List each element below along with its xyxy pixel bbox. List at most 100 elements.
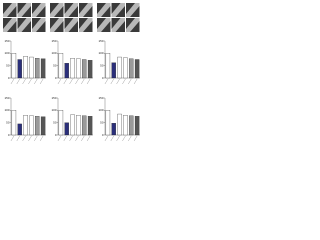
y-tick-label: 50 xyxy=(100,120,104,124)
bar xyxy=(76,58,81,79)
y-tick-label: 150 xyxy=(98,39,103,43)
x-tick-label-stub xyxy=(116,78,120,85)
scratch-band xyxy=(97,3,111,17)
scratch-band xyxy=(17,3,31,17)
image-panel xyxy=(97,3,140,32)
figure: 0 50 100 150 0 50 100 150 0 50 100 150 0 50 100 150 0 50 1… xyxy=(3,3,140,142)
bar xyxy=(11,110,17,136)
x-tick-label-stub xyxy=(104,78,109,85)
y-tick-label: 150 xyxy=(4,96,9,100)
scratch-band xyxy=(126,3,140,17)
x-tick-label-stub xyxy=(116,135,120,142)
y-tick-label: 100 xyxy=(98,51,103,55)
scratch-band xyxy=(111,3,125,17)
scratch-band xyxy=(32,18,46,32)
x-tick-label-stub xyxy=(34,135,38,142)
bar xyxy=(134,59,140,79)
x-tick-label-stub xyxy=(69,135,73,142)
scratch-band xyxy=(79,3,93,17)
x-tick-label-stub xyxy=(28,135,32,142)
y-tick-label: 0 xyxy=(55,133,57,137)
x-tick-label-stub xyxy=(104,135,109,142)
scratch-band xyxy=(111,18,125,32)
bar xyxy=(17,59,22,79)
bar xyxy=(17,123,22,136)
image-panel xyxy=(50,3,93,32)
scratch-band xyxy=(50,3,64,17)
y-tick-label: 50 xyxy=(6,63,10,67)
image-panel xyxy=(3,3,46,32)
x-tick-label-stub xyxy=(75,135,79,142)
scratch-band xyxy=(17,18,31,32)
bar xyxy=(82,115,87,136)
x-tick-label-stub xyxy=(22,78,26,85)
y-tick-label: 50 xyxy=(100,63,104,67)
x-tick-label-stub xyxy=(86,135,91,142)
scratch-band xyxy=(97,18,111,32)
bar xyxy=(64,122,69,136)
scratch-band xyxy=(64,3,78,17)
bar xyxy=(105,110,111,136)
x-tick-label-stub xyxy=(110,78,114,85)
y-tick-label: 50 xyxy=(53,120,57,124)
bar xyxy=(11,53,17,79)
y-tick-label: 0 xyxy=(55,76,57,80)
x-tick-label-stub xyxy=(128,135,132,142)
y-tick-label: 100 xyxy=(51,51,56,55)
y-tick-label: 100 xyxy=(4,51,9,55)
bar xyxy=(58,110,64,136)
bar xyxy=(87,116,93,136)
bar xyxy=(29,56,34,79)
bar xyxy=(70,114,75,136)
x-tick-label-stub xyxy=(81,135,85,142)
y-tick-label: 50 xyxy=(6,120,10,124)
x-tick-label-stub xyxy=(22,135,26,142)
x-tick-label-stub xyxy=(39,78,44,85)
x-tick-label-stub xyxy=(133,78,138,85)
bar xyxy=(35,116,40,136)
bar xyxy=(58,53,64,79)
y-tick-label: 50 xyxy=(53,63,57,67)
x-tick-label-stub xyxy=(69,78,73,85)
bar xyxy=(87,60,93,79)
scratch-band xyxy=(32,3,46,17)
x-tick-label-stub xyxy=(63,78,67,85)
scratch-band xyxy=(3,18,17,32)
x-tick-label-stub xyxy=(10,78,15,85)
bar xyxy=(82,59,87,79)
y-tick-label: 100 xyxy=(51,108,56,112)
x-tick-label-stub xyxy=(86,78,91,85)
bar xyxy=(111,62,116,79)
x-tick-label-stub xyxy=(28,78,32,85)
y-tick-label: 150 xyxy=(51,39,56,43)
scratch-band xyxy=(64,18,78,32)
x-tick-label-stub xyxy=(75,78,79,85)
x-tick-label-stub xyxy=(122,135,126,142)
y-tick-label: 0 xyxy=(8,133,10,137)
y-tick-label: 0 xyxy=(102,133,104,137)
x-tick-label-stub xyxy=(63,135,67,142)
y-tick-label: 150 xyxy=(4,39,9,43)
y-tick-label: 100 xyxy=(98,108,103,112)
bar xyxy=(117,56,122,79)
bar xyxy=(29,115,34,136)
y-tick-label: 150 xyxy=(51,96,56,100)
x-tick-label-stub xyxy=(57,78,62,85)
bar xyxy=(111,123,116,136)
y-tick-label: 150 xyxy=(98,96,103,100)
scratch-band xyxy=(3,3,17,17)
bar xyxy=(129,58,134,79)
bar xyxy=(117,113,122,136)
bar xyxy=(23,115,28,136)
scratch-band xyxy=(50,18,64,32)
x-tick-label-stub xyxy=(122,78,126,85)
x-tick-label-stub xyxy=(57,135,62,142)
bar xyxy=(64,63,69,79)
x-tick-label-stub xyxy=(16,78,20,85)
bar xyxy=(35,58,40,79)
bar xyxy=(40,58,46,79)
x-tick-label-stub xyxy=(34,78,38,85)
y-tick-label: 0 xyxy=(8,76,10,80)
bar xyxy=(23,56,28,79)
x-tick-label-stub xyxy=(39,135,44,142)
